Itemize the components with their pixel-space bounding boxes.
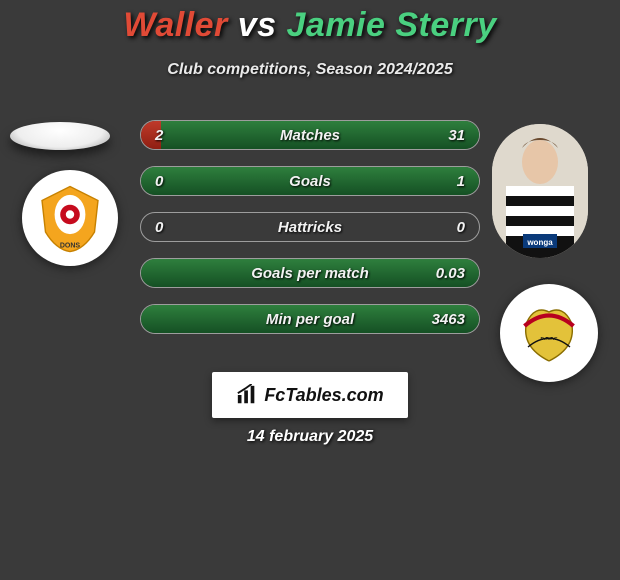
stat-row: 0.03Goals per match <box>140 258 480 288</box>
stat-label: Hattricks <box>141 213 479 241</box>
stat-row: 00Hattricks <box>140 212 480 242</box>
svg-text:D.R.F.C: D.R.F.C <box>540 336 558 342</box>
stat-rows: 231Matches 01Goals 00Hattricks 0.03Goals pe… <box>140 120 480 350</box>
stat-row: 3463Min per goal <box>140 304 480 334</box>
stat-row: 01Goals <box>140 166 480 196</box>
doncaster-crest-icon: D.R.F.C <box>514 298 584 368</box>
date-text: 14 february 2025 <box>0 428 620 446</box>
comparison-card: Waller vs Jamie Sterry Club competitions… <box>0 0 620 580</box>
svg-text:wonga: wonga <box>526 238 553 247</box>
stat-label: Goals per match <box>141 259 479 287</box>
stat-label: Min per goal <box>141 305 479 333</box>
subtitle: Club competitions, Season 2024/2025 <box>0 61 620 79</box>
stat-label: Goals <box>141 167 479 195</box>
player-left-avatar <box>10 122 110 150</box>
title-vs: vs <box>238 6 277 44</box>
page-title: Waller vs Jamie Sterry <box>0 6 620 45</box>
bar-chart-icon <box>236 384 258 406</box>
stat-label: Matches <box>141 121 479 149</box>
brand-badge[interactable]: FcTables.com <box>212 372 408 418</box>
svg-text:DONS: DONS <box>60 242 81 249</box>
stat-row: 231Matches <box>140 120 480 150</box>
club-badge-right: D.R.F.C <box>500 284 598 382</box>
title-right: Jamie Sterry <box>287 6 497 44</box>
club-badge-left: DONS <box>22 170 118 266</box>
title-left: Waller <box>123 6 227 44</box>
brand-text: FcTables.com <box>264 385 383 406</box>
mk-dons-crest-icon: DONS <box>35 183 105 253</box>
player-right-avatar: wonga <box>492 124 588 258</box>
